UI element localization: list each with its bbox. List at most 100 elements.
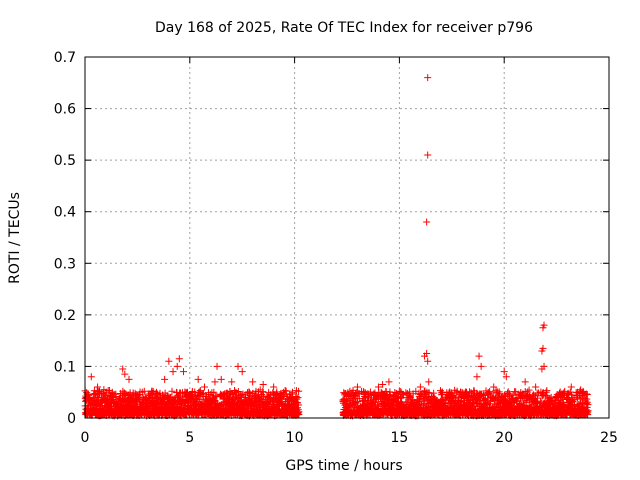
data-point — [353, 383, 361, 391]
data-point — [245, 388, 253, 396]
data-point — [553, 393, 561, 401]
data-point — [360, 388, 368, 396]
data-point — [481, 395, 489, 403]
axis-ticks: 0 5 10 15 20 25 0 0.1 0.2 0.3 0.4 0.5 0.6 0.7 — [54, 50, 618, 446]
x-tick-label: 0 — [81, 430, 90, 446]
y-axis-label: ROTI / TECUs — [7, 192, 23, 284]
data-point — [249, 378, 257, 386]
data-point — [583, 391, 591, 399]
data-point — [295, 401, 303, 409]
data-point — [543, 387, 551, 395]
data-point — [400, 391, 408, 399]
data-point — [425, 378, 433, 386]
data-point — [486, 387, 494, 395]
data-point — [227, 390, 235, 398]
data-point — [289, 388, 297, 396]
data-point — [533, 398, 541, 406]
data-point — [125, 375, 133, 383]
data-point — [234, 362, 242, 370]
data-point — [437, 391, 445, 399]
x-axis-label: GPS time / hours — [285, 458, 402, 474]
x-tick-label: 10 — [286, 430, 304, 446]
data-point — [475, 352, 483, 360]
data-point — [424, 151, 432, 159]
data-point — [534, 394, 542, 402]
data-point — [200, 383, 208, 391]
data-point — [217, 375, 225, 383]
data-points — [81, 74, 592, 420]
data-point — [194, 375, 202, 383]
data-point — [373, 393, 381, 401]
data-point — [396, 394, 404, 402]
data-point — [165, 357, 173, 365]
data-point — [583, 395, 591, 403]
data-point — [210, 388, 218, 396]
y-tick-label: 0.7 — [54, 50, 76, 66]
data-point — [502, 373, 510, 381]
x-tick-label: 5 — [185, 430, 194, 446]
y-tick-label: 0.5 — [54, 153, 76, 169]
data-point — [452, 389, 460, 397]
data-point — [490, 383, 498, 391]
grid-lines — [85, 57, 609, 418]
data-point — [259, 380, 267, 388]
data-point — [108, 388, 116, 396]
data-point — [539, 324, 547, 332]
data-point — [281, 387, 289, 395]
data-point — [168, 387, 176, 395]
chart-title: Day 168 of 2025, Rate Of TEC Index for r… — [155, 20, 533, 36]
data-point — [574, 388, 582, 396]
data-point — [129, 391, 137, 399]
plot-frame — [84, 56, 610, 419]
data-point — [161, 375, 169, 383]
data-point — [538, 365, 546, 373]
data-point — [423, 350, 431, 358]
data-point — [211, 378, 219, 386]
data-point — [477, 362, 485, 370]
data-point — [231, 389, 239, 397]
data-point — [295, 387, 303, 395]
data-point — [542, 388, 550, 396]
data-point — [423, 218, 431, 226]
data-point — [238, 368, 246, 376]
y-tick-label: 0.6 — [54, 102, 76, 118]
data-point — [525, 386, 533, 394]
data-point — [175, 355, 183, 363]
data-point — [169, 368, 177, 376]
x-tick-label: 20 — [495, 430, 513, 446]
data-point — [87, 373, 95, 381]
data-point — [500, 368, 508, 376]
data-point — [294, 394, 302, 402]
data-point — [140, 387, 148, 395]
data-point — [567, 383, 575, 391]
y-tick-label: 0 — [67, 411, 76, 427]
x-tick-label: 15 — [390, 430, 408, 446]
data-point — [100, 386, 108, 394]
data-point — [500, 397, 508, 405]
data-point — [295, 408, 303, 416]
data-point — [568, 391, 576, 399]
data-point — [270, 383, 278, 391]
data-point — [566, 388, 574, 396]
data-point — [430, 389, 438, 397]
data-point — [448, 393, 456, 401]
data-point — [180, 368, 188, 376]
data-point — [385, 378, 393, 386]
x-tick-label: 25 — [600, 430, 618, 446]
y-tick-label: 0.4 — [54, 205, 76, 221]
data-point — [424, 74, 432, 82]
data-point — [584, 401, 592, 409]
data-point — [374, 383, 382, 391]
data-point — [406, 393, 414, 401]
data-point — [539, 344, 547, 352]
data-point — [228, 378, 236, 386]
data-point — [521, 378, 529, 386]
data-point — [234, 388, 242, 396]
data-point — [453, 387, 461, 395]
data-point — [453, 399, 461, 407]
data-point — [213, 393, 221, 401]
y-tick-label: 0.1 — [54, 359, 76, 375]
data-point — [280, 391, 288, 399]
data-point — [532, 383, 540, 391]
